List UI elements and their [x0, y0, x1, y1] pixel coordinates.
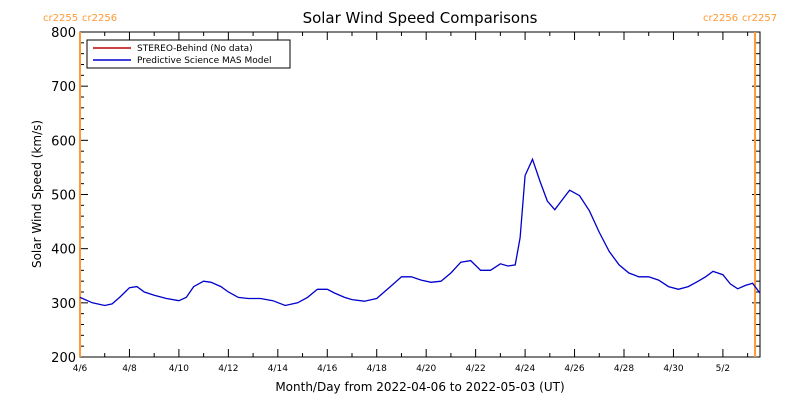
x-tick-label: 4/30 [663, 364, 683, 374]
y-tick-label: 300 [51, 297, 76, 312]
x-tick-label: 4/10 [169, 364, 189, 374]
y-tick-label: 400 [51, 243, 76, 258]
y-axis-label: Solar Wind Speed (km/s) [30, 120, 44, 268]
x-tick-label: 4/20 [416, 364, 436, 374]
cr-label-right-1: cr2256 [703, 13, 738, 24]
y-tick-label: 700 [51, 80, 76, 95]
cr-label-right-2: cr2257 [742, 13, 777, 24]
x-axis-label: Month/Day from 2022-04-06 to 2022-05-03 … [275, 380, 564, 394]
x-tick-label: 4/28 [614, 364, 634, 374]
legend-label-mas-model: Predictive Science MAS Model [137, 56, 272, 66]
y-tick-label: 800 [51, 26, 76, 41]
plot-frame [79, 31, 761, 358]
y-tick-label: 600 [51, 134, 76, 149]
x-tick-label: 4/16 [317, 364, 337, 374]
y-tick-label: 500 [51, 189, 76, 204]
legend: STEREO-Behind (No data) Predictive Scien… [86, 39, 291, 69]
x-tick-label: 4/14 [268, 364, 288, 374]
x-tick-label: 5/2 [716, 364, 730, 374]
cr-label-left-2: cr2256 [82, 13, 117, 24]
x-tick-label: 4/22 [466, 364, 486, 374]
series-line-mas-model [79, 157, 761, 307]
x-tick-label: 4/26 [564, 364, 584, 374]
chart-title: Solar Wind Speed Comparisons [303, 9, 538, 27]
legend-box [86, 39, 291, 69]
x-tick-label: 4/24 [515, 364, 535, 374]
x-tick-label: 4/12 [218, 364, 238, 374]
x-tick-label: 4/8 [122, 364, 137, 374]
legend-label-stereo: STEREO-Behind (No data) [137, 44, 253, 54]
ticks-layer: 200 300 400 500 600 700 800 4/6 4/8 4/10 4/12 4/14 4… [51, 26, 760, 374]
cr-label-left-1: cr2255 [43, 13, 78, 24]
markers-layer [79, 32, 757, 357]
series-layer [79, 157, 761, 307]
x-tick-label: 4/18 [367, 364, 387, 374]
y-tick-label: 200 [51, 351, 76, 366]
x-tick-label: 4/6 [73, 364, 88, 374]
